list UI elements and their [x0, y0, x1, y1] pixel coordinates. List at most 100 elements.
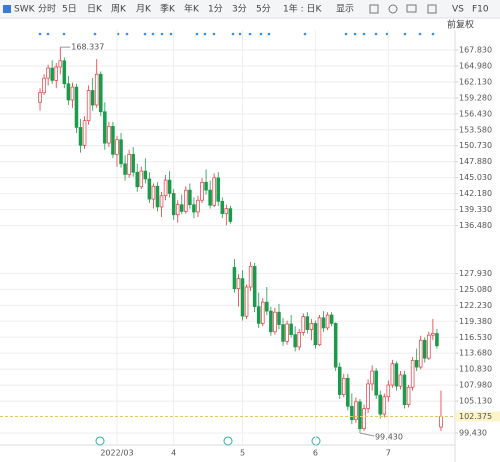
event-dot	[195, 32, 199, 36]
icon-button[interactable]	[388, 4, 398, 14]
tab[interactable]: 年K	[184, 3, 200, 15]
candle-body	[94, 73, 99, 106]
candle-body	[212, 177, 216, 206]
event-dot	[231, 32, 235, 36]
event-dot	[418, 32, 422, 36]
candle-body	[285, 323, 289, 342]
tab[interactable]: 周K	[111, 4, 127, 15]
candle-body	[256, 306, 261, 324]
candle-body	[54, 66, 58, 81]
candle-body	[147, 178, 152, 200]
candle-body	[439, 416, 443, 428]
candle-body	[58, 60, 63, 68]
candle-body	[103, 111, 107, 144]
candle-body	[374, 370, 378, 396]
event-dot	[46, 32, 50, 36]
candle-body	[293, 334, 297, 348]
candle-body	[62, 60, 67, 85]
event-dot	[403, 32, 407, 36]
y-tick-label: 142.180	[459, 189, 492, 198]
candle-body	[42, 77, 46, 94]
x-tick-label: 4	[171, 449, 176, 458]
y-tick-label: 164.980	[459, 61, 492, 70]
range-select[interactable]: 1年 : 日K	[283, 3, 322, 15]
candle-body	[244, 286, 249, 317]
event-dot	[212, 32, 216, 36]
candle-body	[70, 86, 75, 101]
event-dot	[259, 32, 263, 36]
candle-body	[402, 374, 407, 405]
event-dot	[353, 32, 357, 36]
candle-body	[277, 311, 281, 325]
f10-button[interactable]: F10	[472, 5, 489, 15]
event-dot	[374, 32, 378, 36]
tab[interactable]: 5日	[62, 4, 77, 15]
display-menu[interactable]: 显示	[336, 4, 354, 15]
y-tick-label: 167.830	[459, 45, 492, 54]
candle-body	[378, 394, 382, 415]
candle-body	[289, 323, 293, 335]
event-markers	[38, 32, 435, 36]
tab[interactable]: 1分	[208, 4, 223, 15]
candle-body	[337, 366, 342, 395]
y-tick-label: 147.880	[459, 157, 492, 166]
event-dot	[238, 32, 242, 36]
candle-body	[232, 267, 237, 290]
tab[interactable]: 日K	[87, 4, 103, 15]
candle-body	[406, 386, 411, 405]
bottom-icons	[95, 436, 321, 446]
tab[interactable]: 5分	[256, 4, 271, 15]
candle-body	[155, 185, 160, 208]
icon-button[interactable]	[406, 4, 417, 13]
icon-button[interactable]	[369, 4, 379, 14]
last-price-label: 102.375	[459, 412, 492, 421]
y-tick-label: 150.730	[459, 141, 492, 150]
y-tick-label: 162.130	[459, 77, 492, 86]
candle-body	[236, 278, 241, 290]
adjust-button[interactable]: 前复权	[447, 19, 474, 31]
candle-body	[431, 333, 435, 336]
candle-body	[50, 67, 54, 81]
y-tick-label: 127.930	[459, 269, 492, 278]
candle-body	[184, 189, 188, 212]
compare-button[interactable]: VS	[452, 5, 464, 15]
event-dot	[362, 32, 366, 36]
event-dot	[169, 32, 173, 36]
symbol-icon	[3, 5, 11, 13]
x-tick-label: 7	[386, 449, 391, 458]
candle-body	[333, 323, 338, 368]
y-tick-label: 125.080	[459, 285, 492, 294]
candle-body	[301, 316, 306, 333]
event-dot	[344, 32, 348, 36]
event-icon[interactable]	[95, 436, 105, 446]
icon-button[interactable]	[427, 4, 437, 14]
candle-body	[196, 199, 200, 213]
x-tick-label: 5	[240, 449, 245, 458]
candle-body	[82, 120, 87, 146]
tab[interactable]: 月K	[136, 4, 152, 15]
event-dot	[125, 32, 129, 36]
candle-body	[414, 360, 419, 368]
candle-body	[216, 177, 220, 202]
event-icon[interactable]	[223, 436, 233, 446]
candle-body	[46, 67, 50, 79]
tab[interactable]: 季K	[160, 3, 176, 15]
candle-body	[99, 73, 103, 113]
candle-body	[410, 360, 415, 388]
candle-body	[159, 195, 164, 208]
candle-body	[261, 301, 265, 324]
tab[interactable]: 3分	[232, 4, 247, 15]
candle-body	[273, 311, 277, 333]
event-dot	[160, 32, 164, 36]
candle-body	[297, 332, 301, 348]
candle-body	[38, 92, 42, 103]
candle-body	[350, 405, 354, 421]
candle-body	[394, 363, 399, 387]
event-icon[interactable]	[311, 436, 321, 446]
tab[interactable]: 分时	[38, 3, 56, 15]
symbol: SWK	[14, 5, 36, 15]
candle-body	[90, 90, 95, 106]
candle-body	[228, 208, 233, 222]
min-pointer	[359, 432, 375, 437]
candle-body	[143, 170, 148, 180]
